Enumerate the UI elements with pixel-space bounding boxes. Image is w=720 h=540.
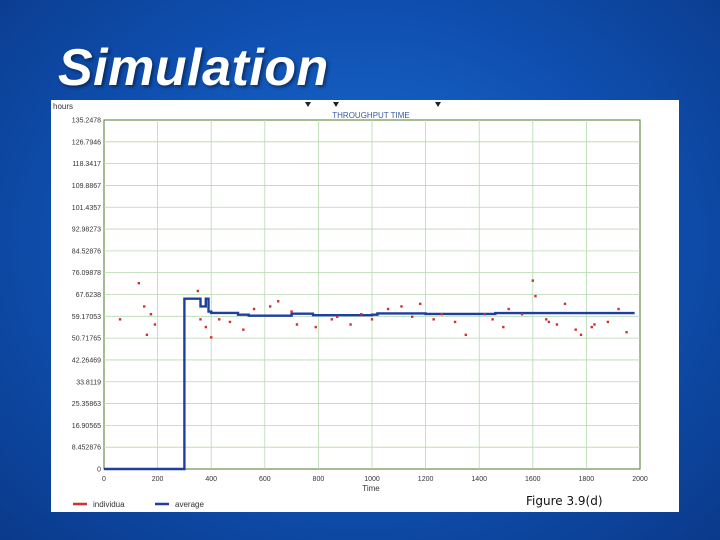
data-point-individual [411, 315, 414, 318]
x-tick-label: 400 [205, 476, 217, 483]
data-point-individual [145, 333, 149, 337]
data-point-individual [491, 318, 494, 321]
data-point-individual [547, 320, 551, 324]
data-point-individual [419, 302, 422, 306]
data-point-individual [502, 325, 505, 329]
data-point-individual [153, 323, 157, 326]
data-point-individual [625, 331, 628, 334]
y-tick-label: 118.3417 [72, 161, 101, 168]
y-tick-label: 101.4357 [72, 205, 101, 212]
y-tick-label: 84.52876 [72, 248, 101, 255]
data-point-individual [590, 325, 593, 329]
data-point-individual [314, 325, 317, 329]
data-point-individual [196, 289, 199, 293]
x-tick-label: 800 [313, 476, 325, 483]
chart-panel: 0 8.452876 16.90565 25.35863 33.8119 42.26469… [51, 100, 679, 512]
data-point-individual [531, 279, 534, 282]
x-tick-label: 1600 [525, 476, 541, 483]
data-point-individual [386, 307, 390, 311]
legend-label-individual: individua [93, 500, 125, 509]
data-point-individual [483, 312, 486, 316]
x-tick-label: 1000 [364, 476, 380, 483]
x-tick-label: 1800 [579, 476, 595, 483]
y-tick-label: 0 [97, 467, 101, 474]
marker-triangle-icon [333, 102, 339, 107]
marker-triangle-icon [305, 102, 311, 107]
data-point-individual [137, 282, 141, 285]
data-point-individual [118, 318, 122, 321]
data-point-individual [534, 294, 537, 298]
x-tick-label: 1200 [418, 476, 434, 483]
y-tick-label: 76.09878 [72, 270, 101, 277]
data-point-individual [349, 323, 352, 326]
series-line-average [104, 297, 635, 471]
data-point-individual [199, 318, 202, 321]
figure-caption: Figure 3.9(d) [526, 494, 603, 508]
data-point-individual [330, 318, 333, 321]
y-tick-label: 25.35863 [72, 401, 101, 408]
legend: individua average [73, 500, 204, 509]
data-point-individual [563, 302, 567, 306]
y-tick-label: 8.452876 [72, 445, 101, 452]
y-tick-label: 109.8867 [72, 183, 101, 190]
data-point-individual [464, 333, 467, 337]
data-point-individual [579, 333, 583, 337]
data-point-individual [400, 305, 403, 308]
data-point-individual [149, 312, 153, 316]
marker-triangle-icon [435, 102, 441, 107]
grid-lines [104, 120, 640, 469]
x-axis-label: Time [362, 484, 380, 493]
data-point-individual [204, 325, 208, 329]
y-tick-label: 67.6238 [76, 292, 101, 299]
x-tick-label: 600 [259, 476, 271, 483]
data-point-individual [252, 307, 256, 311]
y-tick-label: 42.26469 [72, 357, 101, 364]
data-point-individual [593, 323, 596, 326]
data-point-individual [228, 320, 232, 324]
data-point-individual [432, 318, 435, 321]
y-tick-label: 16.90565 [72, 423, 101, 430]
data-point-individual [555, 323, 559, 326]
data-point-individual [335, 315, 339, 318]
x-tick-label: 200 [152, 476, 164, 483]
chart-background [51, 100, 679, 512]
chart-title: THROUGHPUT TIME [332, 111, 409, 120]
data-point-individual [617, 307, 620, 311]
y-tick-label: 92.98273 [72, 227, 101, 234]
data-point-individual [277, 300, 280, 303]
y-tick-label: 135.2478 [72, 118, 101, 125]
data-point-individual [545, 318, 548, 321]
data-point-individual [453, 320, 457, 324]
data-point-individual [242, 328, 245, 331]
data-point-individual [290, 310, 293, 313]
slide-title: Simulation [58, 39, 329, 97]
x-tick-label: 0 [102, 476, 106, 483]
tick-labels: 0 8.452876 16.90565 25.35863 33.8119 42.26469… [72, 118, 648, 484]
data-point-individual [268, 305, 272, 308]
data-point-individual [606, 320, 610, 324]
legend-label-average: average [175, 500, 204, 509]
data-point-individual [218, 318, 221, 321]
y-tick-label: 126.7946 [72, 139, 101, 146]
y-tick-label: 50.71765 [72, 336, 101, 343]
x-tick-label: 1400 [471, 476, 487, 483]
data-point-individual [574, 328, 577, 331]
data-point-individual [360, 312, 363, 316]
y-tick-label: 59.17053 [72, 314, 101, 321]
y-axis-label: hours [53, 102, 73, 111]
data-point-individual [440, 312, 443, 316]
y-tick-label: 33.8119 [76, 379, 101, 386]
data-point-individual [507, 307, 510, 311]
data-point-individual [210, 336, 213, 339]
data-point-individual [143, 305, 146, 308]
throughput-chart: 0 8.452876 16.90565 25.35863 33.8119 42.26469… [51, 100, 679, 512]
x-tick-label: 2000 [632, 476, 648, 483]
data-point-individual [520, 312, 524, 316]
data-point-individual [370, 318, 374, 321]
data-point-individual [295, 323, 299, 326]
data-marks [104, 279, 635, 471]
